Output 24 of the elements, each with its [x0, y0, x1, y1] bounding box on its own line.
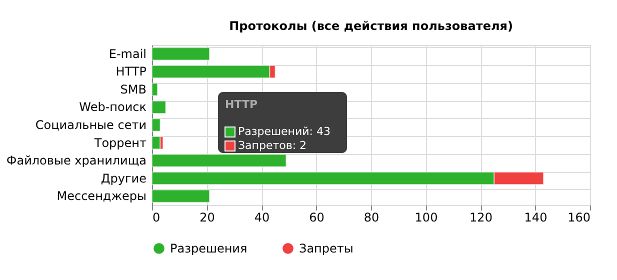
x-tick-label: 160	[568, 210, 590, 224]
x-tick-label: 0	[152, 210, 160, 224]
legend-label: Запреты	[299, 241, 354, 256]
y-tick-label: SMB	[120, 82, 146, 96]
x-tick-label: 60	[309, 210, 324, 224]
legend-label: Разрешения	[170, 241, 248, 256]
y-tick-label: Торрент	[93, 136, 147, 150]
x-tick-label: 120	[470, 210, 492, 224]
annotation: Запретов: 2	[238, 139, 307, 152]
y-tick-label: Другие	[100, 171, 146, 186]
y-tick-label: Web-поиск	[79, 100, 146, 114]
x-tick-label: 80	[364, 210, 380, 224]
chart-title: Протоколы (все действия пользователя)	[229, 19, 513, 33]
x-tick-label: 40	[254, 210, 270, 224]
y-tick-label: HTTP	[116, 64, 146, 79]
x-tick-label: 20	[200, 210, 215, 224]
annotation: HTTP	[225, 98, 258, 111]
y-tick-label: Мессенджеры	[56, 189, 146, 204]
x-tick-label: 140	[524, 210, 548, 224]
annotation: Разрешений: 43	[238, 125, 330, 138]
x-tick-label: 100	[414, 210, 438, 224]
y-tick-label: Файловые хранилища	[6, 154, 146, 168]
y-tick-label: E-mail	[108, 46, 146, 61]
y-tick-label: Социальные сети	[35, 118, 146, 132]
